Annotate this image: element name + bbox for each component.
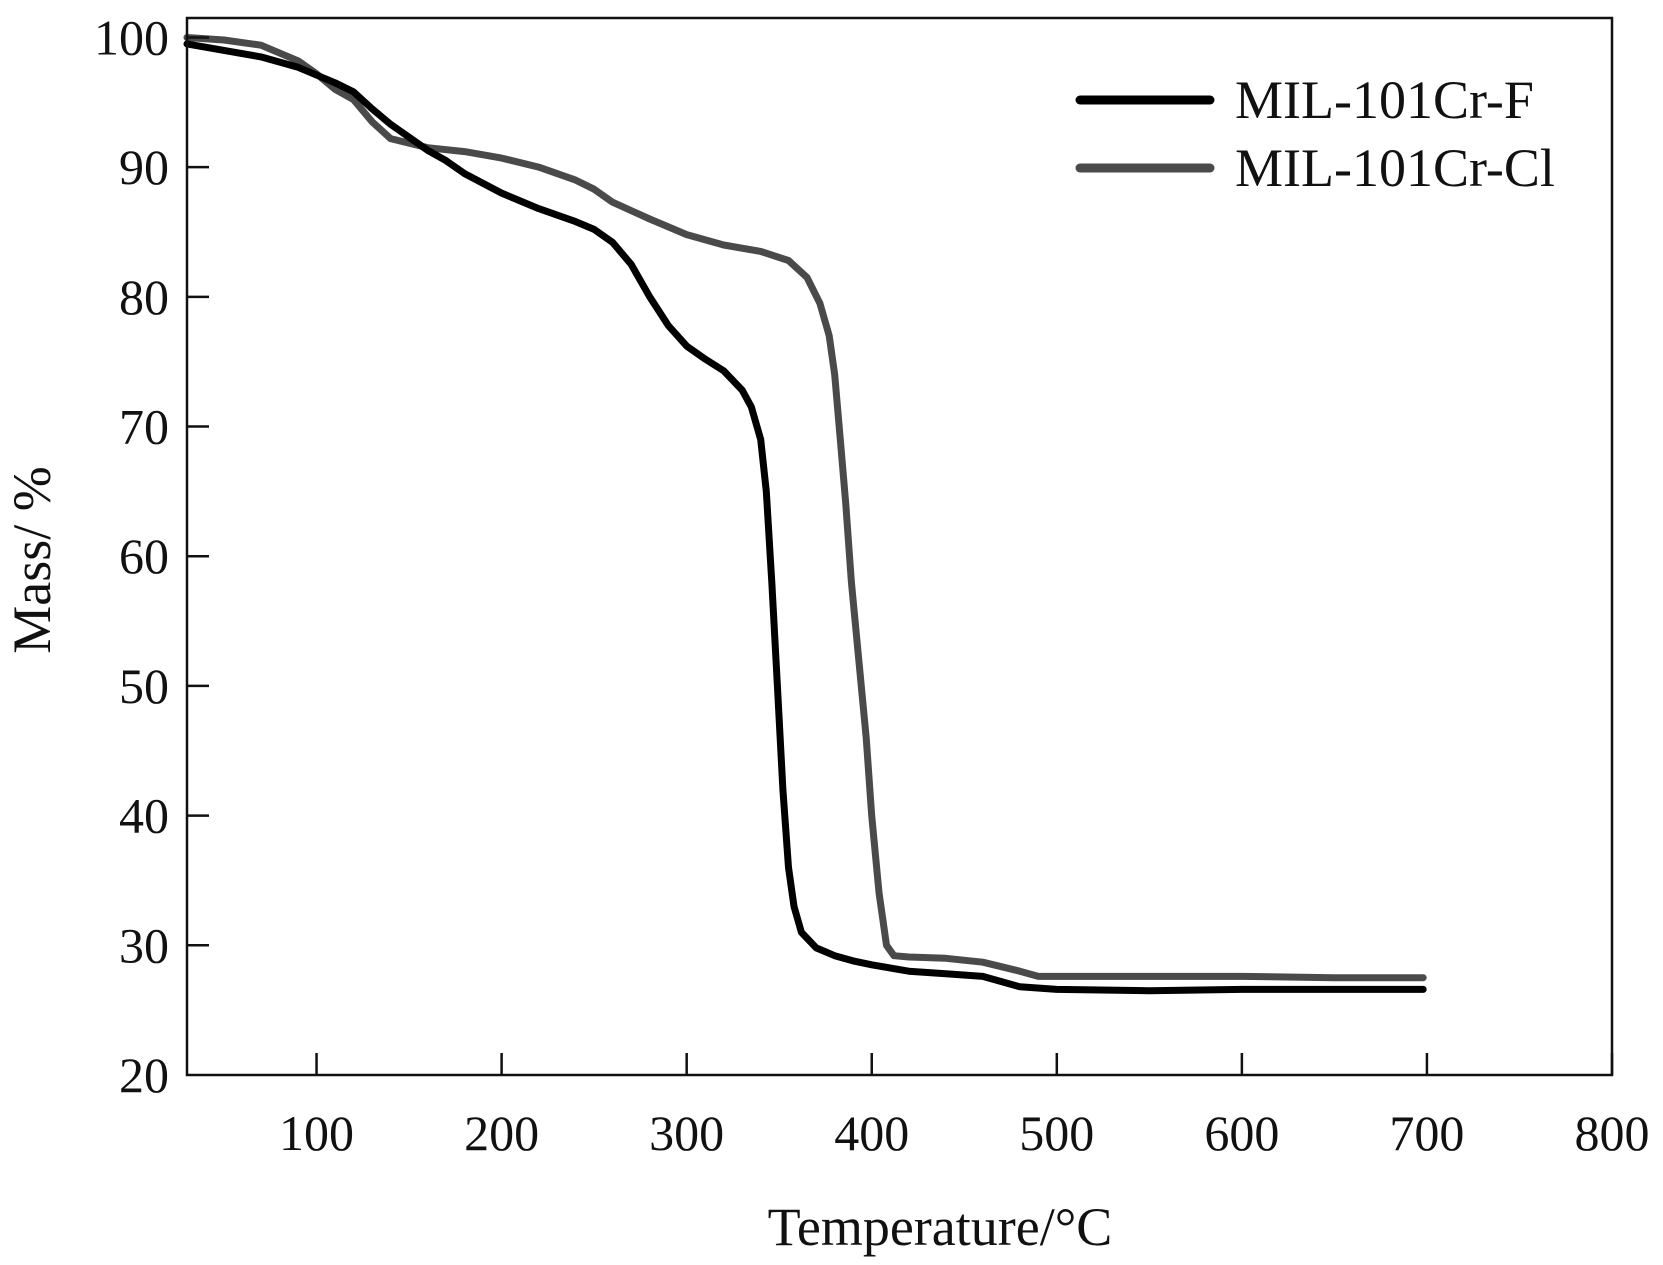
x-tick-label: 300 — [649, 1105, 724, 1161]
x-tick-label: 100 — [279, 1105, 354, 1161]
x-tick-label: 500 — [1019, 1105, 1094, 1161]
y-tick-label: 30 — [119, 917, 169, 973]
y-tick-label: 60 — [119, 528, 169, 584]
series-layer — [183, 34, 1427, 995]
y-tick-label: 50 — [119, 658, 169, 714]
tick-labels: 100 200 300 400 500 600 700 800 20 30 40 50 60 70 80 90… — [94, 9, 1650, 1161]
series-line-mil-101cr-cl — [183, 34, 1427, 982]
x-tick-label: 700 — [1389, 1105, 1464, 1161]
x-tick-label: 800 — [1575, 1105, 1650, 1161]
y-tick-label: 20 — [119, 1047, 169, 1103]
y-tick-label: 100 — [94, 9, 169, 65]
legend-label-mil-101cr-cl: MIL-101Cr-Cl — [1235, 138, 1555, 198]
x-tick-label: 400 — [834, 1105, 909, 1161]
x-tick-label: 200 — [464, 1105, 539, 1161]
axis-ticks — [187, 36, 1614, 1075]
y-tick-label: 90 — [119, 139, 169, 195]
plot-frame — [185, 16, 1614, 1077]
y-tick-label: 80 — [119, 269, 169, 325]
legend: MIL-101Cr-F MIL-101Cr-Cl — [1075, 70, 1555, 198]
y-axis-title: Mass/ % — [2, 466, 62, 654]
x-tick-label: 600 — [1204, 1105, 1279, 1161]
x-axis-title: Temperature/°C — [768, 1197, 1113, 1257]
series-line-mil-101cr-f — [183, 40, 1427, 995]
y-tick-label: 40 — [119, 788, 169, 844]
legend-label-mil-101cr-f: MIL-101Cr-F — [1235, 70, 1534, 130]
y-tick-label: 70 — [119, 399, 169, 455]
